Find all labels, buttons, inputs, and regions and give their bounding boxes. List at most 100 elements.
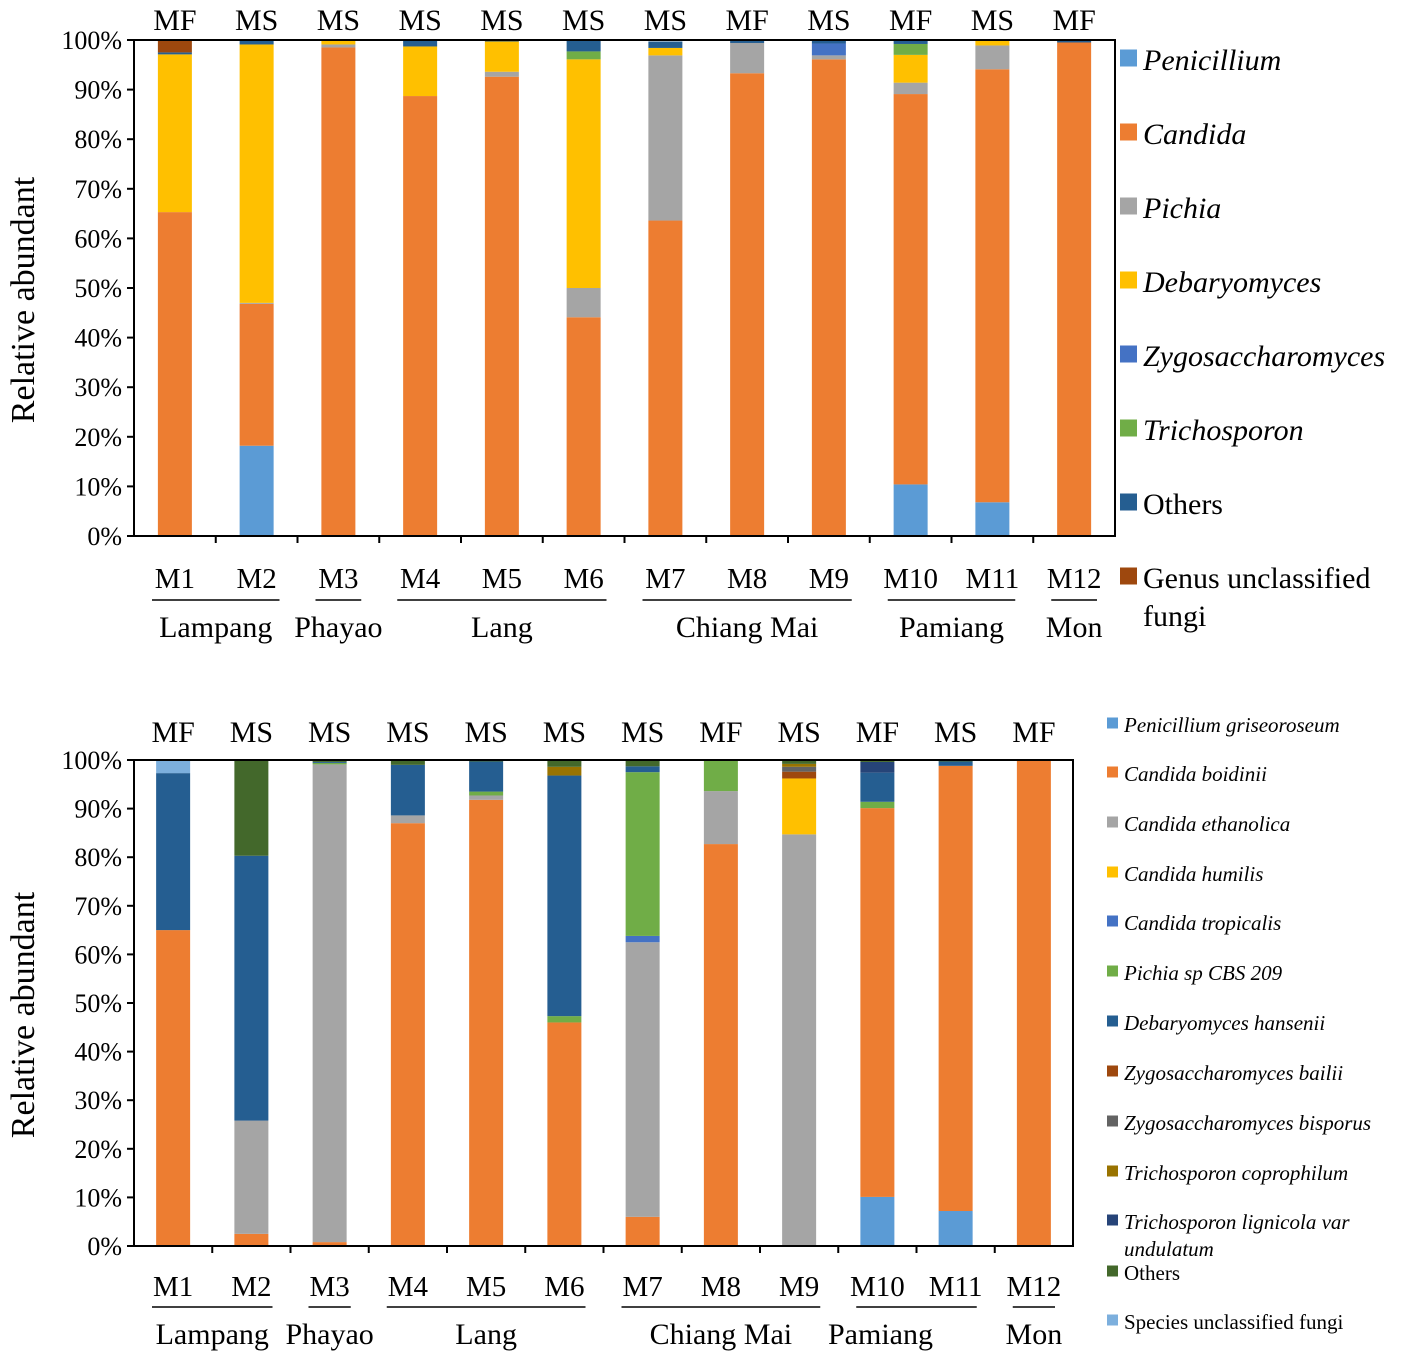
legend-swatch [1107, 1015, 1118, 1027]
legend-swatch [1107, 915, 1118, 927]
bar-segment [239, 39, 274, 45]
bar-segment [469, 791, 504, 796]
y-tick-label: 50% [74, 274, 122, 303]
bar-segment [893, 40, 928, 44]
x-tick-label: M1 [153, 1271, 193, 1303]
sample-type-label: MS [235, 4, 278, 37]
sample-type-label: MF [699, 716, 742, 749]
sample-type-label: MF [856, 716, 899, 749]
bar-segment [484, 76, 519, 536]
bar-segment [234, 855, 269, 1121]
bar-segment [239, 303, 274, 446]
bar-segment [975, 45, 1010, 70]
legend-swatch [1107, 866, 1118, 878]
y-tick-label: 30% [74, 1086, 122, 1115]
bar-segment [893, 94, 928, 485]
bar-segment [312, 762, 347, 765]
bar-segment [390, 815, 425, 824]
bar-segment [403, 46, 438, 97]
sample-type-label: MF [153, 4, 196, 37]
sample-type-label: MS [644, 4, 687, 37]
bar-segment [321, 40, 356, 45]
bar-segment [975, 502, 1010, 536]
bar-segment [1057, 42, 1092, 536]
bar-segment [625, 772, 660, 936]
legend-label: Penicillium griseoroseum [1123, 713, 1340, 737]
bar-segment [782, 760, 817, 764]
bar-segment [312, 1242, 347, 1246]
sample-type-label: MS [464, 716, 507, 749]
x-tick-label: M11 [966, 563, 1020, 595]
y-tick-label: 90% [74, 795, 122, 824]
sample-type-label: MS [971, 4, 1014, 37]
bar-segment [782, 771, 817, 779]
group-label: Mon [1046, 611, 1103, 644]
legend-swatch [1107, 1214, 1118, 1226]
x-tick-label: M6 [563, 563, 603, 595]
x-tick-label: M8 [701, 1271, 741, 1303]
bar-segment [703, 844, 738, 1246]
bar-segment [403, 40, 438, 47]
bar-segment [157, 212, 192, 537]
y-tick-label: 0% [87, 522, 122, 551]
legend-swatch [1107, 766, 1118, 778]
sample-type-label: MS [621, 716, 664, 749]
y-tick-label: 40% [74, 1038, 122, 1067]
x-tick-label: M5 [466, 1271, 506, 1303]
sample-type-label: MF [1012, 716, 1055, 749]
sample-type-label: MS [480, 4, 523, 37]
bar-segment [893, 484, 928, 536]
y-tick-label: 100% [61, 746, 122, 775]
x-tick-label: M2 [231, 1271, 271, 1303]
sample-type-label: MS [308, 716, 351, 749]
bar-segment [782, 763, 817, 767]
y-tick-label: 60% [74, 940, 122, 969]
x-tick-label: M12 [1047, 563, 1102, 595]
legend-swatch [1120, 197, 1137, 215]
bar-segment [625, 1216, 660, 1246]
bar-segment [1057, 40, 1092, 43]
bar-segment [730, 40, 765, 43]
legend-swatch [1107, 1314, 1118, 1326]
bar-segment [157, 40, 192, 53]
bar-segment [782, 766, 817, 772]
bar-segment [312, 761, 347, 763]
bar-segment [893, 54, 928, 83]
bar-segment [975, 69, 1010, 503]
legend-swatch [1107, 1165, 1118, 1177]
x-tick-label: M8 [727, 563, 767, 595]
species-abundance-chart: 0% 10% 20% 30% 40% 50% 60% 70% 80% 90% 100% Relativ… [5, 713, 1371, 1351]
group-label: Lang [455, 1318, 517, 1351]
y-tick-label: 10% [74, 1183, 122, 1212]
bar-segment [938, 765, 973, 1212]
y-tick-label: 80% [74, 125, 122, 154]
bar-segment [547, 1016, 582, 1023]
bar-segment [234, 760, 269, 856]
legend-swatch [1107, 1115, 1118, 1127]
y-tick-label: 100% [61, 26, 122, 55]
y-tick-label: 10% [74, 472, 122, 501]
y-tick-label: 50% [74, 989, 122, 1018]
sample-type-label: MS [777, 716, 820, 749]
plot-frame [133, 39, 1116, 537]
legend-label: Trichosporon coprophilum [1124, 1161, 1348, 1185]
sample-type-label: MF [889, 4, 932, 37]
bar-segment [484, 41, 519, 72]
x-tick-label: M6 [544, 1271, 584, 1303]
y-tick-label: 80% [74, 843, 122, 872]
bar-segment [566, 317, 601, 536]
bar-segment [625, 766, 660, 773]
legend-label: Candida boidinii [1124, 762, 1267, 786]
sample-type-label: MF [725, 4, 768, 37]
legend-label: Debaryomyces [1142, 266, 1321, 299]
x-tick-label: M4 [400, 563, 441, 595]
bar-segment [157, 54, 192, 213]
legend-label: Trichosporon [1143, 414, 1304, 447]
y-tick-label: 40% [74, 324, 122, 353]
bar-segment [893, 82, 928, 95]
legend-swatch [1120, 419, 1137, 437]
group-label: Lampang [156, 1318, 269, 1351]
plot-frame [133, 759, 1074, 1247]
legend-swatch [1120, 567, 1137, 585]
bar-segment [648, 47, 683, 56]
